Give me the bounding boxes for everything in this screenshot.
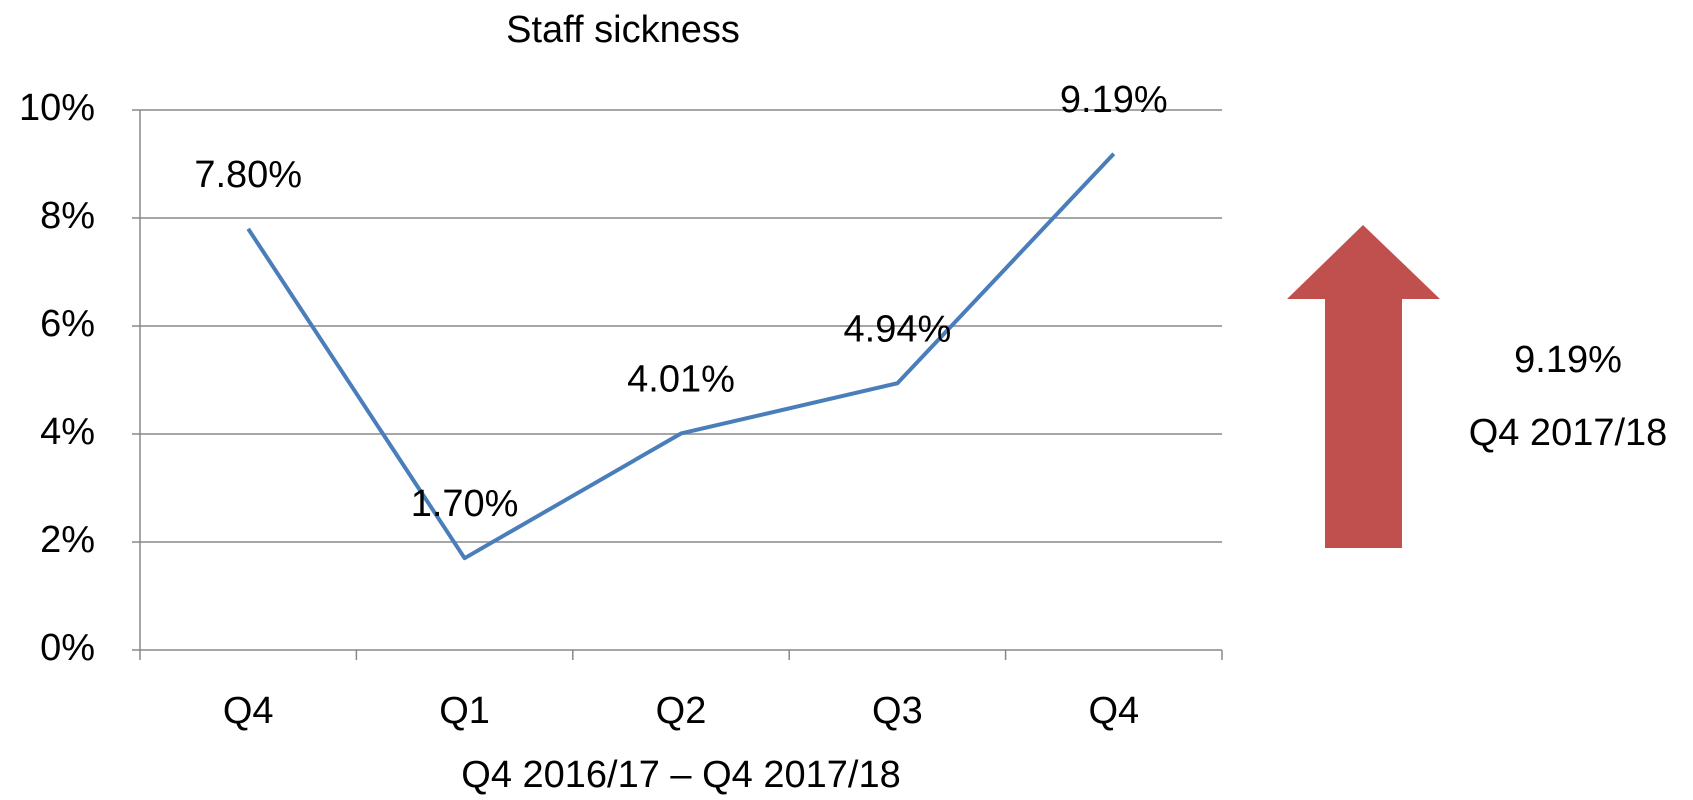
up-arrow (1287, 225, 1440, 548)
x-tick-label: Q3 (872, 690, 923, 732)
x-axis-label: Q4 2016/17 – Q4 2017/18 (461, 754, 900, 796)
data-label: 9.19% (1060, 79, 1168, 121)
y-tick-label: 2% (40, 519, 95, 561)
line-series (246, 152, 1116, 561)
x-tick-label: Q4 (223, 690, 274, 732)
data-label: 7.80% (194, 154, 302, 196)
annotation: 9.19% (1514, 339, 1622, 381)
y-tick-label: 0% (40, 627, 95, 669)
y-tick-label: 8% (40, 195, 95, 237)
annotation: Q4 2017/18 (1469, 412, 1668, 454)
data-label: 4.94% (844, 308, 952, 350)
x-tick-label: Q2 (656, 690, 707, 732)
data-label: 4.01% (627, 358, 735, 400)
x-tick-label: Q4 (1088, 690, 1139, 732)
y-tick-label: 10% (19, 87, 95, 129)
y-tick-label: 4% (40, 411, 95, 453)
y-tick-label: 6% (40, 303, 95, 345)
chart-title: Staff sickness (506, 9, 740, 51)
data-label: 1.70% (411, 483, 519, 525)
x-tick-label: Q1 (439, 690, 490, 732)
